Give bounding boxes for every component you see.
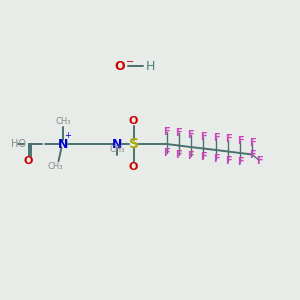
Text: O: O xyxy=(129,161,138,172)
Text: S: S xyxy=(128,137,139,151)
Text: +: + xyxy=(64,131,70,140)
Text: −: − xyxy=(126,56,135,67)
Text: F: F xyxy=(213,154,219,164)
Text: CH₃: CH₃ xyxy=(48,162,63,171)
Text: F: F xyxy=(256,155,263,166)
Text: F: F xyxy=(237,136,243,146)
Text: F: F xyxy=(237,157,243,167)
Text: F: F xyxy=(175,149,182,160)
Text: F: F xyxy=(187,151,194,161)
Text: N: N xyxy=(112,137,122,151)
Text: F: F xyxy=(175,128,182,139)
Text: F: F xyxy=(225,155,231,166)
Text: F: F xyxy=(187,130,194,140)
Text: F: F xyxy=(225,134,231,145)
Text: F: F xyxy=(213,133,219,143)
Text: CH₃: CH₃ xyxy=(109,146,125,154)
Text: F: F xyxy=(249,149,255,160)
Text: HO: HO xyxy=(11,139,26,149)
Text: F: F xyxy=(163,148,170,158)
Text: O: O xyxy=(24,155,33,166)
Text: F: F xyxy=(200,152,207,163)
Text: O: O xyxy=(129,116,138,127)
Text: F: F xyxy=(200,131,207,142)
Text: H: H xyxy=(145,59,155,73)
Text: O: O xyxy=(115,59,125,73)
Text: N: N xyxy=(58,137,68,151)
Text: F: F xyxy=(163,127,170,137)
Text: F: F xyxy=(249,137,255,148)
Text: CH₃: CH₃ xyxy=(55,117,71,126)
